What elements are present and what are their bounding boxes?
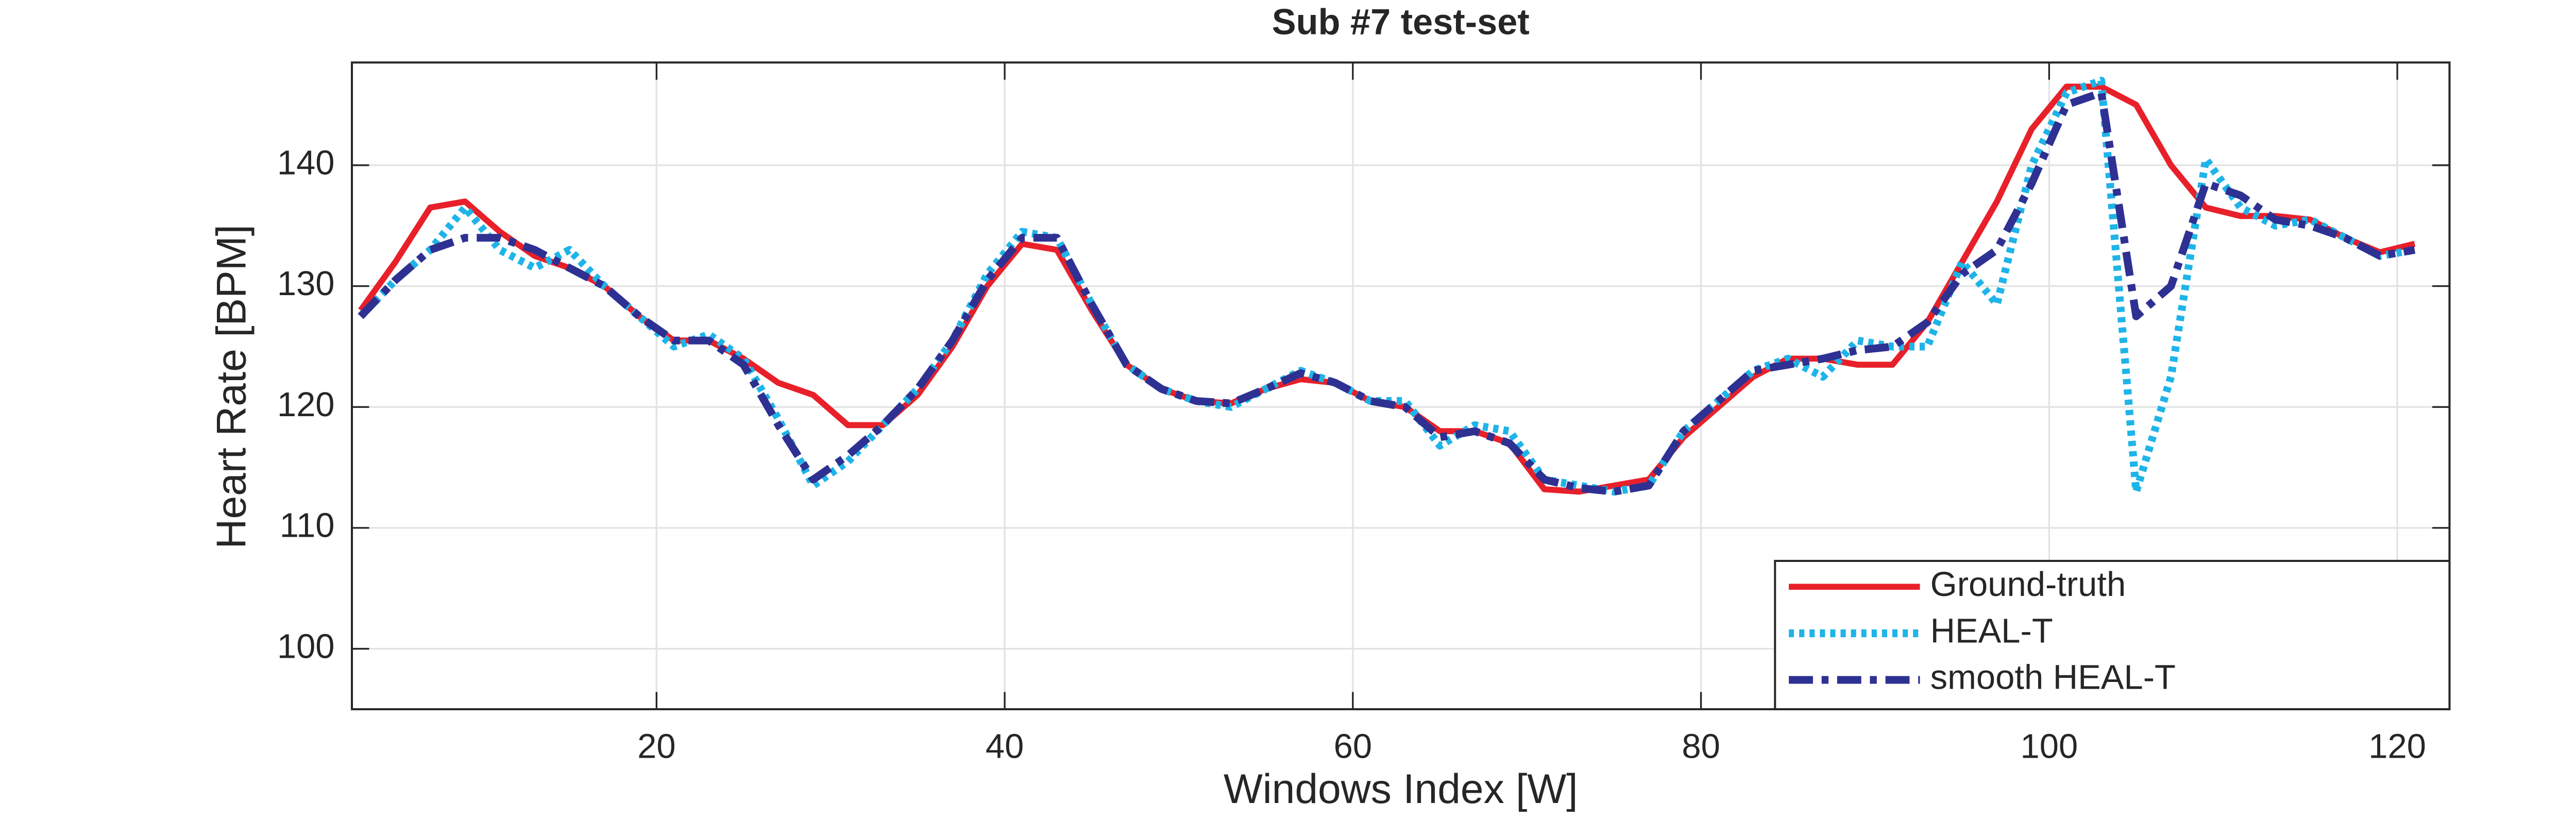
y-tick-label: 120 bbox=[277, 385, 335, 424]
legend-label: smooth HEAL-T bbox=[1930, 658, 2176, 697]
x-tick-label: 40 bbox=[986, 727, 1024, 766]
y-tick-label: 100 bbox=[277, 627, 335, 665]
x-tick-label: 100 bbox=[2020, 727, 2078, 766]
x-tick-label: 80 bbox=[1682, 727, 1720, 766]
chart-title: Sub #7 test-set bbox=[1272, 1, 1530, 42]
x-axis-label: Windows Index [W] bbox=[1224, 766, 1578, 812]
series-line bbox=[358, 89, 2416, 496]
plot-frame bbox=[351, 61, 2451, 710]
legend-label: HEAL-T bbox=[1930, 611, 2053, 650]
legend-label: Ground-truth bbox=[1930, 565, 2126, 604]
y-tick-label: 110 bbox=[280, 506, 335, 545]
y-axis-label: Heart Rate [BPM] bbox=[209, 225, 255, 549]
y-tick-label: 140 bbox=[277, 144, 335, 182]
x-tick-label: 60 bbox=[1334, 727, 1372, 766]
y-tick-label: 130 bbox=[277, 264, 335, 303]
x-tick-label: 120 bbox=[2368, 727, 2426, 766]
x-tick-label: 20 bbox=[637, 727, 675, 766]
